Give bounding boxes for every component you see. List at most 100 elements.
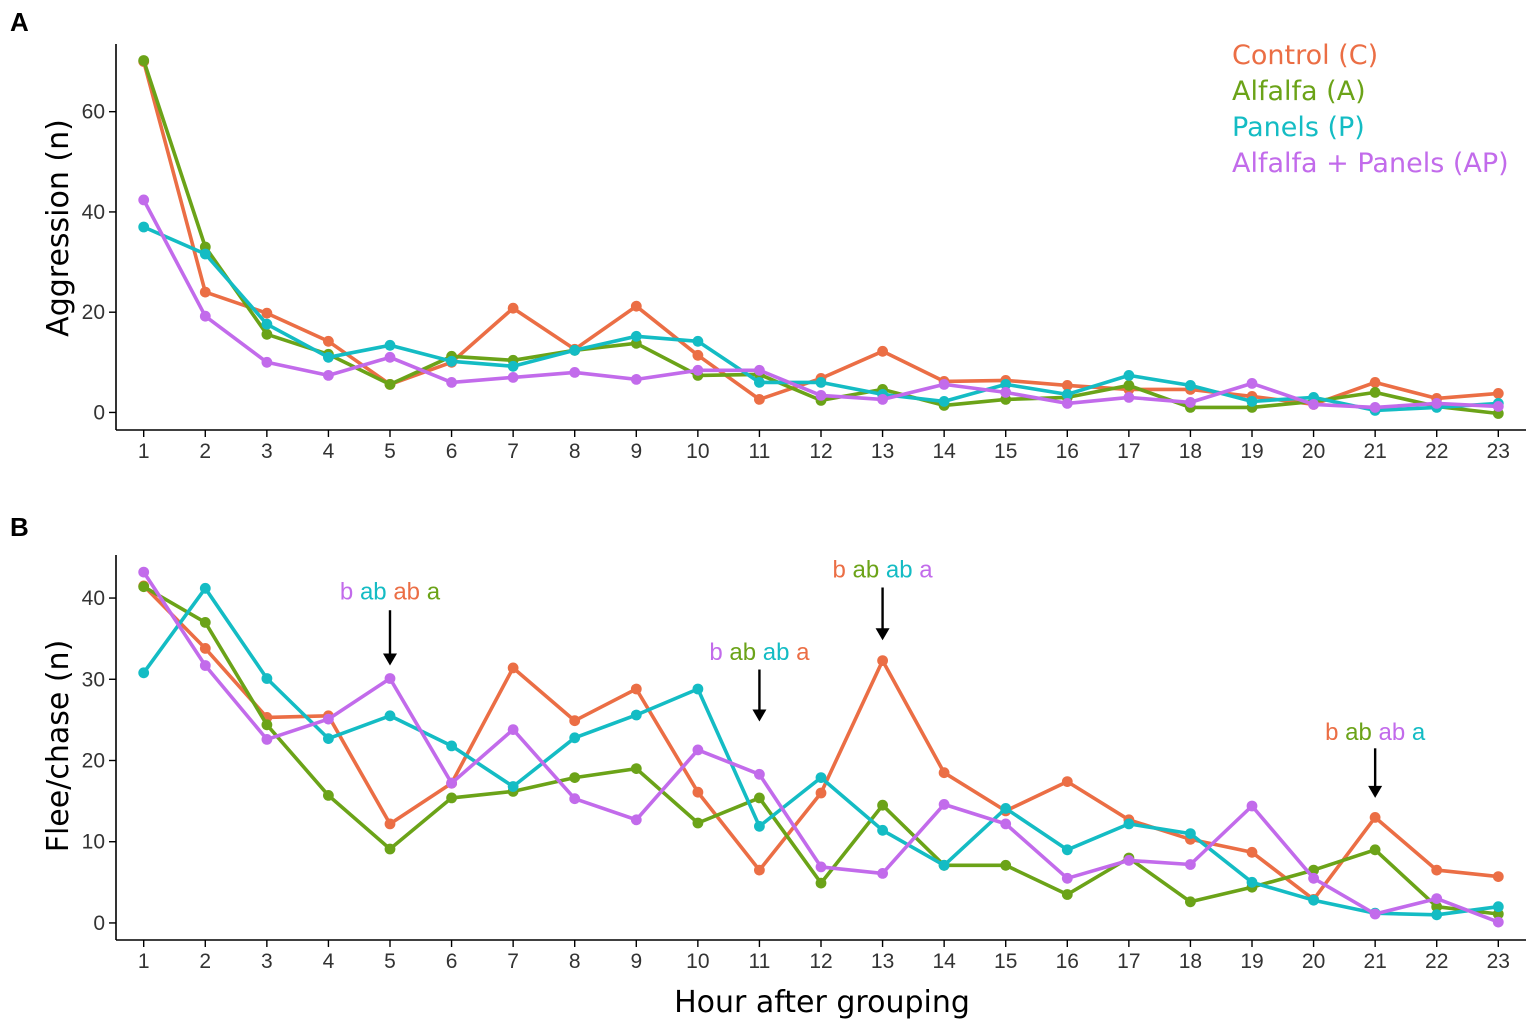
x-tick-label-a: 4 <box>323 440 335 463</box>
data-point-c-b <box>384 818 396 830</box>
data-point-ap-b <box>877 868 888 879</box>
y-ticks-b: 0 10 20 30 40 <box>82 587 116 935</box>
data-point-ap-b <box>1061 872 1073 884</box>
x-tick-label-a: 21 <box>1363 440 1386 463</box>
annotation-letter: ab <box>1372 719 1405 746</box>
data-point-c-a <box>754 394 765 405</box>
x-tick-label-b: 22 <box>1425 950 1448 973</box>
data-point-p-a <box>569 344 581 356</box>
data-point-ap-a <box>1123 392 1135 403</box>
data-point-p-b <box>815 772 827 783</box>
data-point-ap-b <box>754 768 765 780</box>
y-axis-title-a: Aggression (n) <box>41 119 76 337</box>
annotations-b: b ab ab ab ab ab ab ab ab ab ab ab a <box>340 557 1426 798</box>
data-point-p-b <box>1492 901 1504 913</box>
data-point-p-b <box>1000 803 1012 814</box>
y-tick-label-b: 0 <box>93 912 105 935</box>
data-point-p-a <box>1185 380 1196 391</box>
x-tick-label-a: 14 <box>932 440 956 463</box>
annotation-letter: ab <box>756 639 789 666</box>
x-tick-label-b: 4 <box>323 950 335 973</box>
x-tick-label-a: 15 <box>994 440 1017 463</box>
annotation-label: b ab ab a <box>340 579 441 606</box>
data-point-p-b <box>138 667 150 679</box>
x-tick-label-a: 6 <box>446 440 458 463</box>
data-point-a-b <box>692 817 704 829</box>
data-point-p-b <box>569 732 581 744</box>
annotation-letter: b <box>340 579 353 606</box>
data-point-a-b <box>199 617 211 628</box>
x-tick-label-b: 2 <box>199 950 211 973</box>
data-point-c-b <box>877 655 888 666</box>
data-point-ap-a <box>323 370 334 381</box>
x-tick-label-b: 1 <box>138 950 150 973</box>
data-point-a-a <box>1123 380 1135 391</box>
data-point-c-b <box>754 864 765 876</box>
legend: Control (C) Alfalfa (A) Panels (P) Alfal… <box>1232 40 1509 179</box>
data-point-p-a <box>815 377 827 388</box>
legend-item-control: Control (C) <box>1232 40 1378 71</box>
data-point-p-b <box>199 582 211 594</box>
y-tick-label-a: 60 <box>82 101 105 124</box>
x-tick-label-a: 9 <box>630 440 642 463</box>
data-point-c-a <box>261 307 273 319</box>
data-point-p-a <box>1123 370 1135 381</box>
data-point-c-a <box>323 335 334 347</box>
data-point-p-a <box>138 221 150 233</box>
annotation-letter: a <box>1405 719 1426 746</box>
data-point-p-b <box>1308 894 1319 906</box>
data-point-ap-b <box>199 660 211 671</box>
x-tick-label-a: 22 <box>1425 440 1448 463</box>
data-point-p-b <box>1061 844 1073 856</box>
x-tick-label-a: 19 <box>1240 440 1263 463</box>
data-point-p-b <box>754 820 765 832</box>
data-point-ap-a <box>199 310 211 322</box>
y-ticks-a: 0 20 40 60 <box>82 101 116 424</box>
data-point-p-a <box>446 355 457 367</box>
data-point-c-b <box>569 715 581 727</box>
series-layer-a <box>138 55 1504 419</box>
data-point-a-b <box>1431 901 1443 913</box>
data-point-c-b <box>1061 776 1073 787</box>
x-tick-label-a: 3 <box>261 440 273 463</box>
data-point-ap-b <box>261 734 273 745</box>
x-tick-label-b: 12 <box>809 950 832 973</box>
data-point-ap-a <box>138 194 150 206</box>
data-point-p-b <box>630 709 642 721</box>
data-point-p-b <box>446 740 457 752</box>
data-point-ap-b <box>1369 908 1381 920</box>
data-point-c-a <box>1369 377 1381 388</box>
data-point-ap-b <box>138 566 150 578</box>
x-axis-title: Hour after grouping <box>674 985 970 1020</box>
data-point-c-a <box>507 302 519 314</box>
data-point-c-a <box>199 286 211 298</box>
annotation-label: b ab ab a <box>709 639 810 666</box>
data-point-ap-b <box>1185 859 1196 870</box>
x-tick-label-a: 7 <box>507 440 519 463</box>
data-point-a-b <box>138 581 150 593</box>
data-point-p-a <box>199 248 211 260</box>
data-point-p-a <box>384 339 396 351</box>
data-point-c-a <box>692 349 704 361</box>
x-tick-label-a: 23 <box>1487 440 1510 463</box>
data-point-p-a <box>1000 379 1012 390</box>
data-point-ap-b <box>1000 818 1012 830</box>
data-point-ap-a <box>261 356 273 368</box>
data-point-ap-b <box>815 861 827 873</box>
data-point-c-b <box>1369 812 1381 823</box>
data-point-ap-b <box>569 793 581 805</box>
x-tick-label-b: 16 <box>1056 950 1079 973</box>
data-point-ap-a <box>1492 401 1504 412</box>
y-tick-label-b: 10 <box>82 831 105 854</box>
data-point-a-b <box>1185 896 1196 908</box>
series-line-c-b <box>141 584 1501 902</box>
x-tick-label-a: 20 <box>1302 440 1325 463</box>
data-point-ap-a <box>1246 378 1258 389</box>
x-tick-label-a: 2 <box>199 440 211 463</box>
data-point-p-b <box>1431 909 1443 921</box>
data-point-ap-a <box>1369 402 1381 413</box>
data-point-ap-b <box>938 799 950 810</box>
data-point-p-b <box>877 824 888 836</box>
x-tick-label-b: 10 <box>686 950 709 973</box>
